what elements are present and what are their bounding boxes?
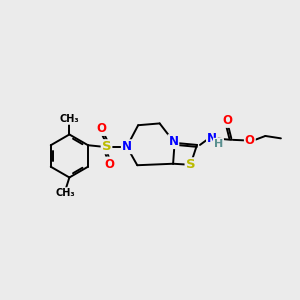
Text: CH₃: CH₃ [60, 114, 79, 124]
Text: CH₃: CH₃ [56, 188, 76, 198]
Text: S: S [102, 140, 111, 153]
Text: O: O [245, 134, 255, 147]
Text: O: O [223, 114, 233, 127]
Text: O: O [104, 158, 115, 170]
Text: N: N [168, 135, 178, 148]
Text: N: N [122, 140, 132, 153]
Text: S: S [186, 158, 195, 171]
Text: N: N [207, 132, 217, 145]
Text: H: H [214, 139, 223, 149]
Text: O: O [96, 122, 106, 135]
